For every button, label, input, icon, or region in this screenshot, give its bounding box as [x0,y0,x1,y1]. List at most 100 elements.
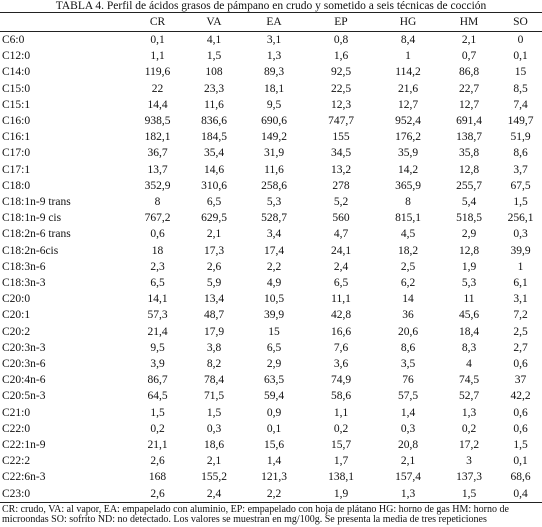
cell-value: 1 [517,260,524,273]
column-header: VA [206,16,222,28]
cell-value: 1,4 [266,455,282,468]
cell-value: 89,3 [263,66,285,79]
cell-value: 6,5 [206,196,222,209]
cell-value: 22 [151,82,164,95]
row-label: C15:1 [2,98,31,111]
column-header: HM [459,16,479,28]
cell-value: 23,3 [203,82,225,95]
table-row: C18:2n-6 trans 0,6 2,1 3,4 4,7 4,5 2,9 0,3 [0,226,542,242]
cell-value: 691,4 [456,115,482,128]
cell-value: 0,3 [513,228,528,241]
cell-value: 2,1 [461,34,477,46]
cell-value: 13,4 [203,293,225,306]
cell-value: 2,5 [400,260,416,273]
cell-value: 9,5 [150,341,165,354]
cell-value: 12,8 [458,163,480,176]
cell-value: 18 [151,244,164,257]
cell-value: 747,7 [328,115,354,128]
cell-value: 17,3 [203,244,225,257]
cell-value: 138,1 [328,471,354,484]
cell-value: 0,1 [150,34,165,46]
cell-value: 258,6 [261,179,287,192]
table-row: C20:0 14,1 13,4 10,5 11,1 14 11 3,1 [0,291,542,307]
row-label: C15:0 [2,82,31,95]
cell-value: 21,4 [147,325,168,338]
cell-value: 1,5 [461,487,477,500]
cell-value: 1,1 [150,50,165,63]
cell-value: 1,4 [400,406,416,419]
cell-value: 22,7 [458,82,480,95]
cell-value: 3 [466,455,472,468]
cell-value: 184,5 [201,131,227,144]
cell-value: 13,2 [330,163,352,176]
cell-value: 18,6 [203,439,225,452]
cell-value: 14,4 [147,98,168,111]
cell-value: 0,9 [266,406,282,419]
row-label: C20:0 [2,293,31,306]
table-row: C17:1 13,7 14,6 11,6 13,2 14,2 12,8 3,7 [0,162,542,178]
cell-value: 2,1 [400,455,416,468]
cell-value: 64,5 [147,390,168,403]
cell-value: 78,4 [203,374,225,387]
cell-value: 22,5 [330,82,352,95]
cell-value: 74,5 [458,374,480,387]
cell-value: 18,2 [397,244,419,257]
table-row: C20:1 57,3 48,7 39,9 42,8 36 45,6 7,2 [0,307,542,323]
cell-value: 1,5 [150,406,165,419]
cell-value: 1,5 [513,439,528,452]
cell-value: 8,4 [400,34,416,46]
cell-value: 58,6 [330,390,352,403]
cell-value: 0,2 [461,422,477,435]
cell-value: 0,3 [206,422,222,435]
cell-value: 68,6 [510,471,531,484]
cell-value: 5,3 [461,277,477,290]
row-label: C14:0 [2,66,31,79]
cell-value: 3,9 [150,358,165,371]
row-label: C18:2n-6cis [2,244,59,257]
cell-value: 121,3 [261,471,287,484]
cell-value: 114,2 [395,66,421,79]
cell-value: 12,8 [458,244,480,257]
cell-value: 952,4 [395,115,421,128]
cell-value: 2,2 [266,260,282,273]
cell-value: 18,4 [458,325,480,338]
cell-value: 15,7 [330,439,352,452]
cell-value: 108 [205,66,223,79]
cell-value: 6,5 [150,277,165,290]
table-row: C20:3n-6 3,9 8,2 2,9 3,6 3,5 4 0,6 [0,356,542,372]
cell-value: 18,1 [263,82,285,95]
cell-value: 5,4 [461,196,477,209]
cell-value: 0,4 [513,487,528,500]
table-row: C21:0 1,5 1,5 0,9 1,1 1,4 1,3 0,6 [0,405,542,421]
table-row: C12:0 1,1 1,5 1,3 1,6 1 0,7 0,1 [0,48,542,64]
cell-value: 36 [402,309,414,322]
cell-value: 3,8 [206,341,222,354]
cell-value: 14,6 [203,163,225,176]
table-row: C20:4n-6 86,7 78,4 63,5 74,9 76 74,5 37 [0,372,542,388]
cell-value: 310,6 [201,179,227,192]
row-label: C21:0 [2,406,31,419]
cell-value: 34,5 [330,147,352,160]
cell-value: 14,2 [397,163,419,176]
cell-value: 2,5 [513,325,528,338]
row-label: C17:1 [2,163,31,176]
cell-value: 9,5 [266,98,282,111]
table-row: C16:0 938,5 836,6 690,6 747,7 952,4 691,4 149,7 [0,113,542,129]
cell-value: 86,8 [458,66,480,79]
table-row: C20:5n-3 64,5 71,5 59,4 58,6 57,5 52,7 42,2 [0,388,542,404]
row-label: C16:1 [2,131,31,144]
cell-value: 20,8 [397,439,419,452]
cell-value: 176,2 [395,131,421,144]
row-label: C18:0 [2,179,31,192]
cell-value: 149,7 [507,115,534,128]
cell-value: 11,6 [264,163,284,176]
cell-value: 518,5 [456,212,482,225]
fatty-acid-table: CR VA EA EP HG HM SO C6:0 0,1 4,1 3,1 0,8 8,4 2,1 0 C1… [0,12,542,503]
cell-value: 11 [463,293,475,306]
cell-value: 1,9 [461,260,477,273]
cell-value: 1,7 [333,455,349,468]
row-label: C17:0 [2,147,31,160]
table-row: C16:1 182,1 184,5 149,2 155 176,2 138,7 51,9 [0,129,542,145]
cell-value: 59,4 [263,390,285,403]
cell-value: 2,6 [150,455,165,468]
